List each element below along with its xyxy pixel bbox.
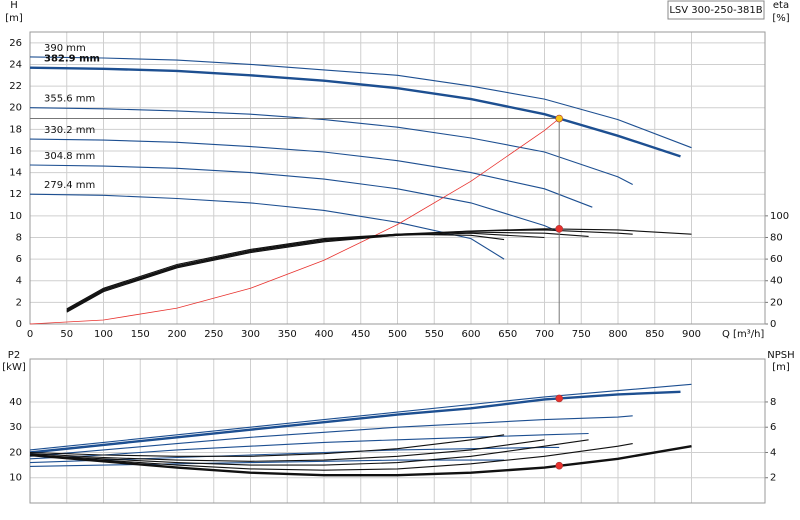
curve-label: 390 mm bbox=[44, 43, 86, 54]
operating-point bbox=[555, 225, 564, 233]
curve bbox=[66, 232, 545, 312]
x-tick-label: 200 bbox=[167, 329, 186, 340]
y2-axis-label: eta bbox=[773, 0, 789, 11]
curve bbox=[29, 415, 633, 457]
x-tick-label: 50 bbox=[60, 329, 73, 340]
y-tick-label: 10 bbox=[9, 473, 22, 484]
x-tick-label: 600 bbox=[461, 329, 480, 340]
curve bbox=[66, 231, 589, 311]
curve bbox=[66, 229, 633, 312]
y-tick-label: 22 bbox=[9, 81, 22, 92]
x-tick-label: 500 bbox=[388, 329, 407, 340]
y2-tick-label: 0 bbox=[770, 319, 776, 330]
y-tick-label: 4 bbox=[16, 276, 22, 287]
x-tick-label: 300 bbox=[241, 329, 260, 340]
curve bbox=[29, 118, 560, 325]
legend-box bbox=[667, 0, 765, 20]
curve-label: 304.8 mm bbox=[44, 151, 95, 162]
y2-tick-label: 60 bbox=[770, 254, 783, 265]
curve-label: 330.2 mm bbox=[44, 125, 95, 136]
x-tick-label: 150 bbox=[131, 329, 150, 340]
y-axis-label: H bbox=[10, 0, 18, 11]
y-tick-label: 16 bbox=[9, 146, 22, 157]
curve bbox=[29, 56, 692, 149]
y-tick-label: 6 bbox=[16, 254, 22, 265]
curve bbox=[29, 390, 681, 454]
curve bbox=[66, 233, 505, 310]
y2-tick-label: 80 bbox=[770, 232, 783, 243]
curve bbox=[29, 193, 505, 260]
y2-tick-label: 8 bbox=[770, 397, 776, 408]
y-tick-label: 8 bbox=[16, 232, 22, 243]
plot-frame bbox=[29, 31, 766, 325]
y2-tick-label: 40 bbox=[770, 276, 783, 287]
y2-axis-label: NPSH bbox=[767, 350, 794, 361]
x-axis-label: Q [m³/h] bbox=[722, 329, 764, 340]
y-tick-label: 2 bbox=[16, 297, 22, 308]
y-tick-label: 26 bbox=[9, 38, 22, 49]
y-axis-label: [m] bbox=[5, 13, 23, 24]
x-tick-label: 550 bbox=[425, 329, 444, 340]
y2-tick-label: 2 bbox=[770, 473, 776, 484]
x-tick-label: 400 bbox=[314, 329, 333, 340]
curve-label: 279.4 mm bbox=[44, 180, 95, 191]
curve bbox=[29, 383, 692, 451]
y2-tick-label: 100 bbox=[770, 211, 789, 222]
curve bbox=[29, 439, 545, 462]
y-tick-label: 30 bbox=[9, 422, 22, 433]
x-tick-label: 0 bbox=[27, 329, 33, 340]
x-tick-label: 900 bbox=[682, 329, 701, 340]
y-tick-label: 0 bbox=[16, 319, 22, 330]
operating-point bbox=[555, 394, 564, 403]
y-tick-label: 24 bbox=[9, 59, 22, 70]
legend-text: LSV 300-250-381B bbox=[669, 5, 762, 16]
y-tick-label: 10 bbox=[9, 211, 22, 222]
x-tick-label: 700 bbox=[535, 329, 554, 340]
curve bbox=[29, 66, 681, 158]
curve bbox=[29, 138, 593, 208]
curve bbox=[29, 434, 505, 457]
y2-axis-label: [m] bbox=[772, 362, 790, 373]
x-tick-label: 350 bbox=[278, 329, 297, 340]
y-axis-label: P2 bbox=[8, 350, 20, 361]
curve bbox=[29, 439, 589, 466]
y-tick-label: 20 bbox=[9, 103, 22, 114]
operating-point bbox=[555, 114, 564, 123]
curve bbox=[29, 432, 589, 460]
y2-tick-label: 6 bbox=[770, 422, 776, 433]
y2-axis-label: [%] bbox=[772, 13, 789, 24]
curve bbox=[29, 446, 560, 464]
y-tick-label: 12 bbox=[9, 189, 22, 200]
operating-point bbox=[555, 461, 564, 470]
y2-tick-label: 4 bbox=[770, 447, 776, 458]
plot-frame bbox=[29, 358, 766, 504]
curve bbox=[29, 445, 692, 477]
x-tick-label: 800 bbox=[608, 329, 627, 340]
curve-label: 355.6 mm bbox=[44, 94, 95, 105]
y2-tick-label: 20 bbox=[770, 297, 783, 308]
x-tick-label: 250 bbox=[204, 329, 223, 340]
curve-label: 382.9 mm bbox=[44, 54, 100, 65]
y-tick-label: 20 bbox=[9, 447, 22, 458]
curve bbox=[29, 164, 560, 233]
x-tick-label: 450 bbox=[351, 329, 370, 340]
y-axis-label: [kW] bbox=[2, 362, 26, 373]
x-tick-label: 850 bbox=[645, 329, 664, 340]
y-tick-label: 18 bbox=[9, 124, 22, 135]
y-tick-label: 14 bbox=[9, 168, 22, 179]
x-tick-label: 650 bbox=[498, 329, 517, 340]
x-tick-label: 100 bbox=[94, 329, 113, 340]
curve bbox=[29, 459, 505, 467]
curve bbox=[29, 107, 633, 185]
x-tick-label: 750 bbox=[572, 329, 591, 340]
curve bbox=[29, 443, 633, 471]
y-tick-label: 40 bbox=[9, 397, 22, 408]
